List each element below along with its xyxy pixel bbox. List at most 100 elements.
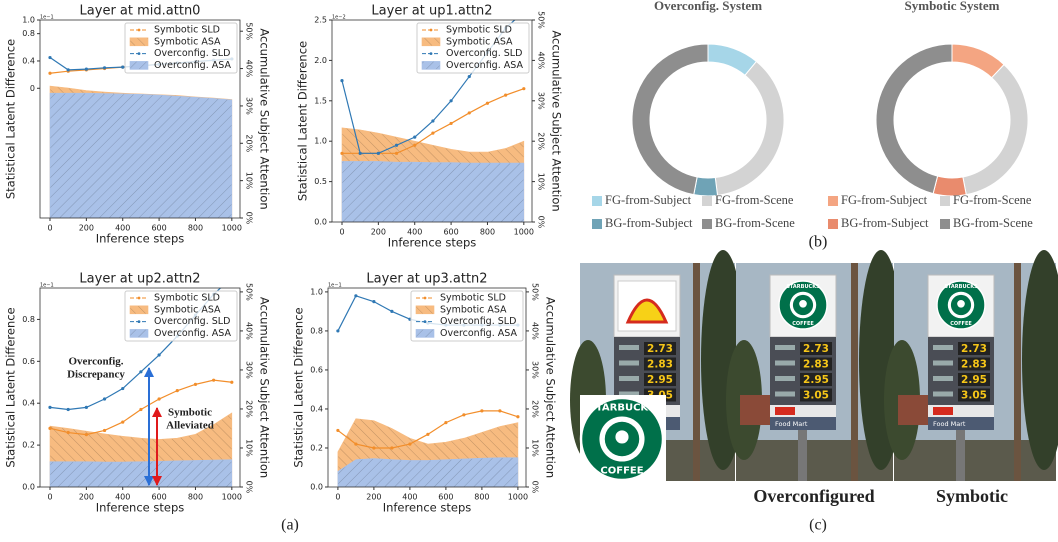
y-tick-label: 1.0 [314,137,327,146]
line-marker [340,152,343,155]
annotation: Alleviated [166,420,214,432]
legend-swatch [702,219,712,229]
legend-label: Symbotic SLD [154,25,220,36]
donut-chart: Symbotic SystemFG-from-SubjectFG-from-Sc… [828,0,1033,230]
price: 3.05 [803,390,829,402]
line-marker [67,68,70,71]
annotation: Overconfig. [68,356,123,368]
x-axis-label: Inference steps [383,501,472,515]
line-marker [498,409,501,412]
brand-mark [775,407,795,415]
legend-label: Overconfig. SLD [440,316,516,327]
price-caption [933,392,953,397]
offset-text: 1e−1 [40,283,54,289]
line-marker [230,276,233,279]
y2-tick-label: 50% [245,283,254,301]
y-tick-label: 1.0 [310,287,323,296]
y-tick-label: 2.0 [314,56,327,65]
line-marker [139,370,142,373]
y-tick-label: 0.0 [310,483,323,492]
x-axis-label: Inference steps [96,501,185,515]
y2-axis-label: Accumulative Subject Attention [258,28,272,209]
x-tick-label: 800 [474,493,489,502]
legend-marker [430,29,433,32]
y2-tick-label: 10% [245,172,254,190]
price-caption [619,376,639,381]
x-tick-label: 1000 [508,493,528,502]
chart-panel: 020040060080010000.00.51.01.52.02.50%10%… [296,4,564,250]
legend-label: Symbotic ASA [446,36,513,47]
line-marker [408,442,411,445]
line-marker [85,433,88,436]
line-marker [395,144,398,147]
line-marker [395,152,398,155]
donut-segment [876,44,952,194]
legend-marker [138,29,141,32]
legend-label: Overconfig. ASA [154,328,231,339]
annotation: Symbotic [168,407,212,419]
y-tick-label: 0.6 [22,357,35,366]
line-marker [157,353,160,356]
y-tick-label: 0.6 [310,365,323,374]
line-marker [390,446,393,449]
line-marker [340,79,343,82]
line-marker [468,75,471,78]
legend-swatch [702,196,712,206]
price: 2.73 [803,343,829,355]
legend-label: Overconfig. SLD [154,48,230,59]
y2-axis-label: Accumulative Subject Attention [550,30,564,211]
y2-tick-label: 40% [245,60,254,78]
logo-face [799,300,807,308]
x-tick-label: 800 [188,224,203,233]
line-marker [354,294,357,297]
y-axis-label: Statistical Latent Difference [292,307,306,467]
chart-title: Layer at up2.attn2 [79,272,200,287]
line-marker [516,415,519,418]
legend-swatch [828,219,838,229]
donut-segment [694,177,718,196]
y-tick-label: 0.4 [310,404,323,413]
legend-marker [138,52,141,55]
line-marker [354,442,357,445]
price-caption [775,392,795,397]
legend-label: Overconfig. ASA [154,60,231,71]
price: 2.73 [961,343,987,355]
price: 2.83 [803,359,829,371]
figure: (a) (b) (c) Overconfigured Symbotic 2.73… [0,0,1058,542]
legend-marker [424,297,427,300]
line-marker [449,122,452,125]
line-marker [48,406,51,409]
chart-title: Layer at up1.attn2 [371,4,492,19]
y2-tick-label: 30% [245,97,254,115]
price-caption [619,345,639,350]
logo-text: STARBUCKS [589,402,656,413]
y-tick-label: 0.8 [22,315,35,324]
caption: Symbotic [936,486,1008,506]
legend-label: FG-from-Subject [841,193,928,207]
x-tick-label: 800 [188,493,203,502]
chart-title: Layer at mid.attn0 [80,4,201,19]
logo-text: COFFEE [950,321,972,327]
line-marker [413,136,416,139]
line-marker [121,387,124,390]
brand-mark [933,407,953,415]
line-marker [139,408,142,411]
panel-label: (a) [281,517,299,534]
y2-tick-label: 40% [537,52,546,70]
y2-tick-label: 10% [245,439,254,457]
price-caption [933,376,953,381]
chart-title: Symbotic System [905,0,1000,13]
legend-label: Overconfig. SLD [446,48,522,59]
x-axis-label: Inference steps [96,232,185,246]
legend-swatch [592,219,602,229]
panel-label: (b) [809,234,828,251]
legend-label: Symbotic ASA [440,304,507,315]
line-marker [522,10,525,13]
y-tick-label: 0.8 [22,29,35,38]
legend-marker [138,297,141,300]
donut-chart: Overconfig. SystemFG-from-SubjectFG-from… [592,0,795,230]
price: 2.83 [647,359,673,371]
price-caption [775,361,795,366]
